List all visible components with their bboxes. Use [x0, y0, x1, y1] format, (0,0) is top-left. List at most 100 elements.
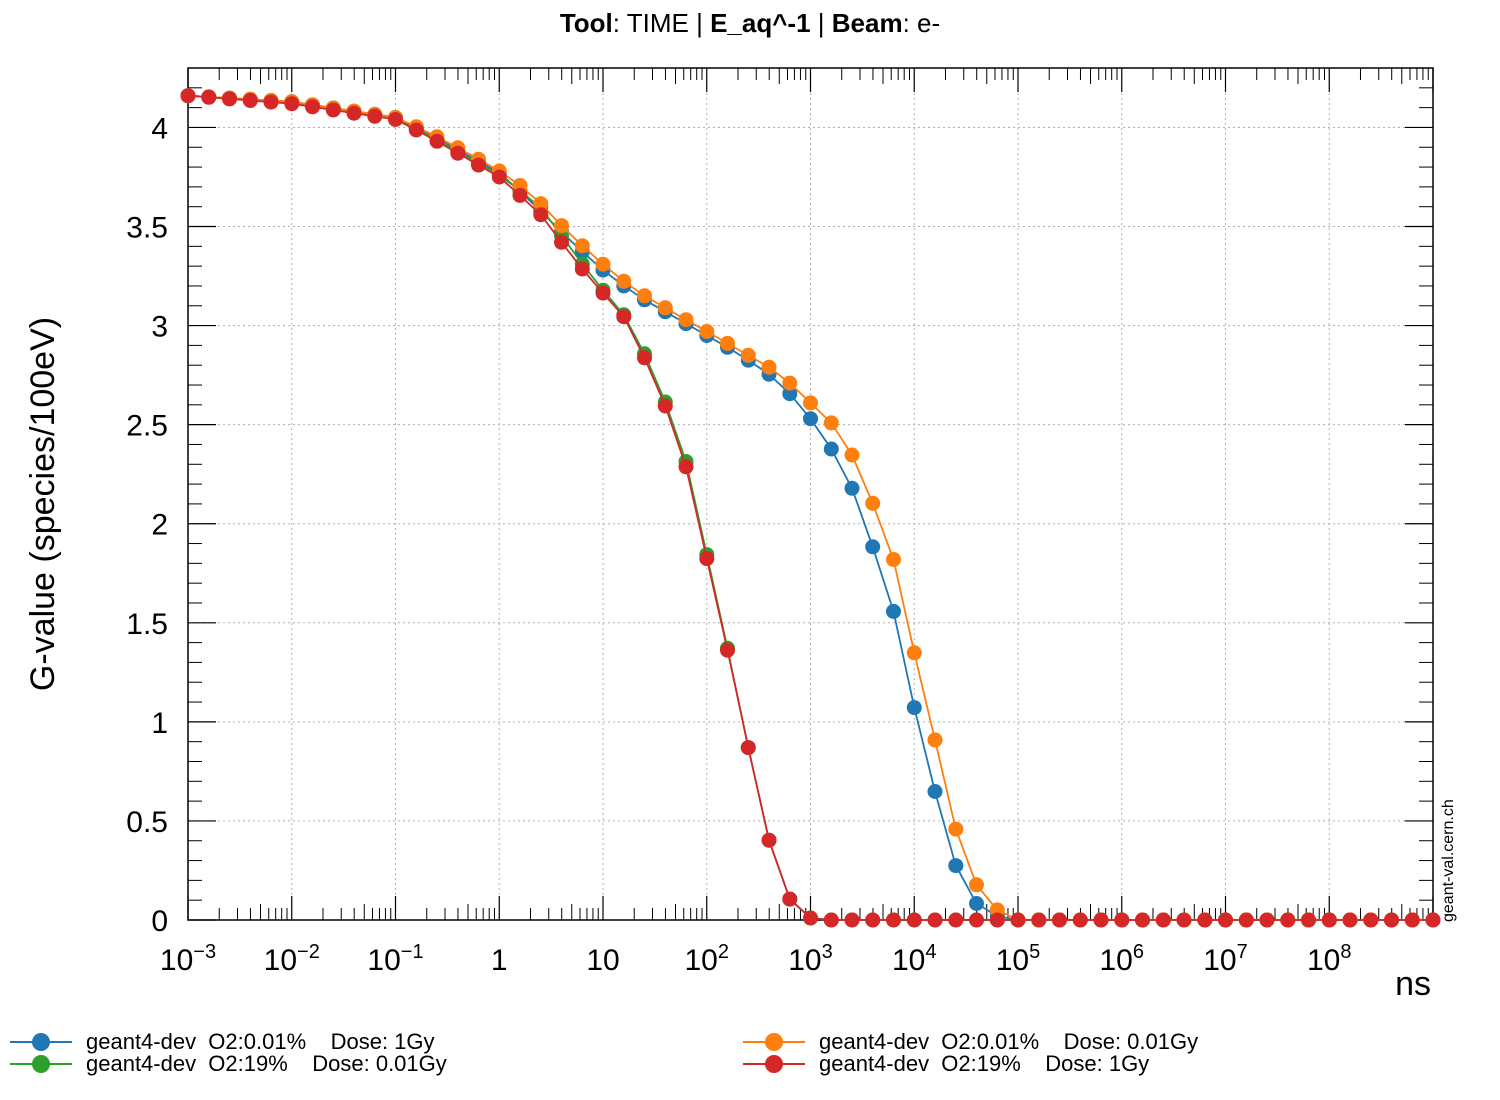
data-point	[720, 642, 735, 658]
data-point	[1342, 912, 1358, 928]
legend: geant4-dev O2:0.01% Dose: 1Gy geant4-dev …	[0, 1025, 1500, 1095]
data-point	[1425, 912, 1441, 928]
x-tick-label: 102	[685, 941, 730, 977]
x-tick-label: 107	[1203, 941, 1248, 977]
data-point	[1052, 912, 1067, 928]
data-point	[1135, 912, 1150, 928]
watermark-text: geant-val.cern.ch	[1440, 799, 1457, 922]
data-point	[678, 312, 694, 328]
data-point	[1321, 912, 1337, 928]
legend-marker	[765, 1055, 783, 1073]
data-point	[595, 256, 611, 272]
data-point	[927, 912, 943, 928]
title-tool-key: Tool	[559, 8, 613, 38]
data-point	[1301, 912, 1316, 928]
data-point	[989, 912, 1005, 928]
x-tick-label: 10	[586, 944, 619, 977]
data-point	[906, 912, 922, 928]
y-tick-label: 2.5	[126, 410, 168, 443]
data-point	[720, 335, 735, 351]
data-point	[408, 122, 424, 138]
data-point	[886, 603, 901, 619]
data-point	[637, 288, 652, 304]
legend-swatch	[743, 1030, 805, 1054]
data-point	[616, 273, 632, 289]
data-point	[1384, 912, 1399, 928]
data-point	[616, 309, 632, 325]
data-point	[761, 359, 777, 375]
data-point	[844, 447, 860, 463]
y-tick-label: 4	[151, 112, 168, 145]
data-point	[1218, 912, 1233, 928]
data-point	[1176, 912, 1192, 928]
y-tick-label: 3.5	[126, 212, 168, 245]
x-axis-label: ns	[1395, 965, 1431, 1003]
data-point	[554, 234, 569, 250]
data-point	[429, 133, 445, 149]
data-point	[823, 441, 839, 457]
data-point	[657, 300, 673, 316]
data-point	[948, 858, 964, 874]
x-tick-label: 103	[788, 941, 833, 977]
data-point	[740, 740, 756, 756]
data-point	[222, 91, 237, 107]
chart-title: Tool: TIME | E_aq^-1 | Beam: e-	[559, 8, 941, 38]
legend-label: geant4-dev O2:0.01% Dose: 1Gy	[86, 1029, 435, 1054]
data-point	[865, 912, 881, 928]
data-point	[782, 375, 798, 391]
x-tick-label: 104	[892, 941, 937, 977]
data-point	[180, 88, 196, 104]
legend-swatch	[10, 1052, 72, 1076]
title-tool-value: TIME	[626, 8, 689, 38]
y-tick-label: 2	[151, 509, 168, 542]
data-point	[1280, 912, 1296, 928]
data-point	[886, 552, 901, 567]
data-point	[1404, 912, 1420, 928]
data-point	[471, 157, 486, 173]
data-point	[325, 102, 341, 118]
legend-item: geant4-dev O2:19% Dose: 1Gy	[743, 1051, 1150, 1076]
data-point	[305, 99, 320, 115]
data-point	[554, 218, 569, 234]
data-point	[740, 347, 756, 363]
data-point	[574, 238, 590, 254]
legend-marker	[765, 1033, 783, 1051]
data-point	[803, 910, 818, 926]
x-tick-label: 105	[996, 941, 1041, 977]
y-tick-label: 0.5	[126, 806, 168, 839]
y-tick-label: 3	[151, 311, 168, 344]
data-point	[906, 645, 922, 661]
legend-label: geant4-dev O2:0.01% Dose: 0.01Gy	[819, 1029, 1199, 1054]
data-point	[533, 207, 549, 223]
data-point	[201, 89, 217, 105]
data-point	[699, 324, 715, 339]
title-beam-value: e-	[917, 8, 941, 38]
data-point	[699, 551, 715, 567]
data-point	[388, 112, 403, 127]
data-point	[969, 912, 984, 928]
data-point	[782, 386, 798, 402]
data-point	[346, 105, 362, 121]
data-point	[865, 495, 881, 511]
legend-marker	[32, 1055, 50, 1073]
data-point	[242, 93, 258, 108]
data-point	[1031, 912, 1047, 928]
data-point	[595, 285, 611, 301]
plot-svg: 10−3 10−2 10−1 1 10 102 103 104 105 106 107 108 0 0.5…	[24, 67, 1457, 1003]
data-point	[1197, 912, 1213, 928]
legend-label: geant4-dev O2:19% Dose: 1Gy	[819, 1051, 1150, 1076]
data-point	[574, 261, 590, 277]
x-tick-label: 1	[491, 944, 508, 977]
legend-marker	[32, 1033, 50, 1051]
data-point	[948, 912, 964, 928]
y-tick-label: 1	[151, 707, 168, 740]
data-point	[1072, 912, 1088, 928]
data-point	[1010, 912, 1026, 928]
data-point	[1363, 912, 1379, 928]
title-beam-key: Beam	[831, 8, 903, 38]
data-point	[823, 415, 839, 431]
data-point	[803, 411, 818, 427]
legend-item: geant4-dev O2:19% Dose: 0.01Gy	[10, 1051, 447, 1076]
x-tick-label: 106	[1100, 941, 1145, 977]
